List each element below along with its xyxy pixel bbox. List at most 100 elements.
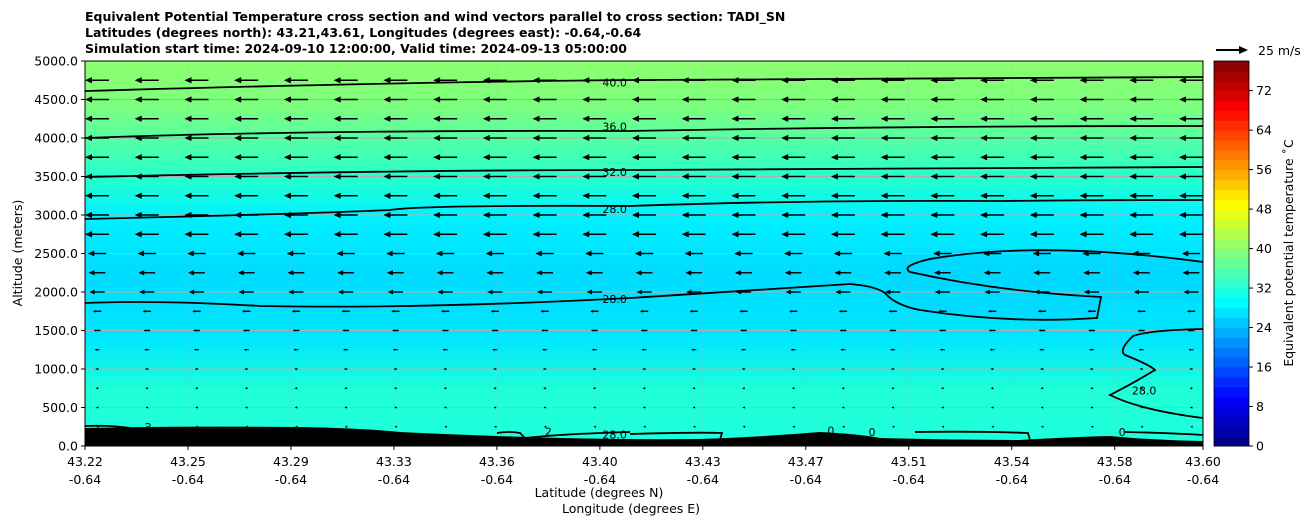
contour-low-right [914, 430, 1031, 441]
wind-vector-arrow-icon [842, 425, 845, 428]
wind-vector-arrow-icon [341, 309, 345, 313]
wind-vector-arrow-icon [784, 270, 791, 276]
wind-vector-arrow-icon [1181, 250, 1189, 257]
wind-vector-arrow-icon [1189, 406, 1193, 409]
wind-vector-arrow-icon [731, 192, 739, 199]
wind-vector-arrow-icon [85, 192, 92, 199]
wind-vector-arrow-icon [383, 192, 391, 199]
wind-vector-arrow-icon [283, 134, 291, 142]
wind-vector-arrow-icon [1088, 329, 1091, 332]
wind-vector-arrow-icon [991, 425, 994, 428]
wind-vector-arrow-icon [681, 192, 689, 199]
wind-vector-arrow-icon [781, 211, 789, 219]
colorbar-segment [1214, 278, 1249, 289]
wind-vector-arrow-icon [1079, 115, 1087, 122]
wind-vector-arrow-icon [433, 231, 441, 238]
contour-36 [85, 125, 1203, 139]
wind-vector-arrow-icon [1079, 231, 1087, 238]
wind-vector-arrow-icon [841, 406, 845, 409]
wind-vector-arrow-icon [536, 289, 543, 295]
wind-vector-arrow-icon [830, 192, 838, 199]
wind-vector-arrow-icon [482, 154, 490, 161]
wind-vector-arrow-icon [1179, 231, 1186, 238]
wind-vector-arrow-icon [482, 173, 490, 180]
colorbar-segment [1214, 169, 1249, 180]
wind-vector-arrow-icon [1179, 115, 1186, 122]
x-tick-label-lon: -0.64 [1187, 472, 1219, 487]
colorbar-tick-label: 16 [1256, 360, 1272, 375]
title-line-3: Simulation start time: 2024-09-10 12:00:… [85, 41, 627, 56]
wind-vector-arrow-icon [85, 115, 92, 122]
colorbar-segment [1214, 357, 1249, 368]
wind-vector-arrow-icon [731, 154, 739, 161]
wind-vector-arrow-icon [1129, 211, 1137, 219]
wind-vector-arrow-icon [681, 96, 689, 103]
wind-vector-arrow-icon [194, 367, 198, 371]
wind-vector-arrow-icon [685, 270, 692, 276]
wind-vector-arrow-icon [830, 231, 838, 238]
wind-vector-arrow-icon [1090, 406, 1093, 409]
colorbar-segment [1214, 179, 1249, 190]
wind-vector-arrow-icon [1129, 96, 1137, 103]
wind-vector-arrow-icon [731, 211, 739, 219]
wind-vector-arrow-icon [1039, 348, 1042, 351]
wind-vector-arrow-icon [134, 192, 142, 199]
wind-vector-arrow-icon [1190, 425, 1193, 428]
contour-label: 32.0 [602, 166, 627, 179]
wind-vector-arrow-icon [592, 367, 595, 371]
wind-vector-arrow-icon [243, 348, 247, 351]
colorbar-segment [1214, 189, 1249, 200]
wind-vector-arrow-icon [841, 367, 844, 371]
wind-vector-arrow-icon [383, 154, 391, 161]
wind-vector-arrow-icon [1088, 348, 1092, 351]
wind-vector-arrow-icon [582, 134, 590, 142]
wind-vector-arrow-icon [1079, 154, 1087, 161]
colorbar-segment [1214, 436, 1249, 447]
wind-vector-arrow-icon [1038, 329, 1041, 332]
wind-vector-arrow-icon [137, 250, 144, 257]
wind-vector-arrow-icon [333, 231, 341, 238]
wind-vector-arrow-icon [482, 134, 490, 142]
wind-vector-arrow-icon [387, 289, 394, 295]
wind-vector-arrow-icon [642, 406, 646, 409]
wind-vector-arrow-icon [1083, 289, 1090, 295]
wind-vector-arrow-icon [241, 309, 245, 313]
wind-vector-arrow-icon [238, 289, 244, 295]
wind-vector-arrow-icon [681, 231, 689, 238]
wind-vector-arrow-icon [884, 270, 891, 276]
wind-vector-arrow-icon [1079, 96, 1087, 103]
colorbar-segment [1214, 297, 1249, 309]
wind-vector-arrow-icon [1029, 154, 1037, 161]
wind-vector-arrow-icon [184, 115, 192, 122]
wind-vector-arrow-icon [681, 173, 689, 180]
wind-vector-arrow-icon [442, 348, 445, 351]
wind-vector-arrow-icon [742, 425, 746, 428]
wind-vector-arrow-icon [841, 387, 844, 390]
wind-vector-arrow-icon [639, 309, 643, 313]
colorbar-segment [1214, 159, 1249, 171]
wind-vector-arrow-icon [880, 134, 888, 142]
contour-low-far-right [1124, 431, 1203, 436]
wind-vector-arrow-icon [930, 115, 938, 122]
x-tick-label-lat: 43.47 [788, 454, 824, 469]
wind-vector-arrow-icon [1090, 425, 1094, 428]
colorbar-segment [1214, 218, 1249, 230]
wind-vector-arrow-icon [536, 270, 543, 276]
x-tick-label-lon: -0.64 [893, 472, 925, 487]
wind-vector-arrow-icon [234, 115, 242, 122]
wind-vector-arrow-icon [1129, 192, 1137, 199]
wind-vector-arrow-icon [1132, 270, 1139, 276]
wind-vector-arrow-icon [880, 115, 888, 122]
wind-vector-arrow-icon [1179, 96, 1186, 103]
contour-label: 2 [545, 425, 552, 438]
wind-vector-arrow-icon [632, 96, 639, 103]
wind-vector-arrow-icon [94, 348, 97, 351]
wind-vector-arrow-icon [245, 406, 248, 409]
wind-vector-arrow-icon [593, 406, 596, 409]
contour-28-mid [85, 249, 1203, 321]
wind-vector-arrow-icon [1179, 192, 1186, 199]
x-tick-label-lon: -0.64 [687, 472, 719, 487]
wind-vector-arrow-icon [938, 309, 942, 313]
wind-vector-arrow-icon [880, 154, 888, 161]
wind-vector-arrow-icon [1179, 77, 1186, 84]
